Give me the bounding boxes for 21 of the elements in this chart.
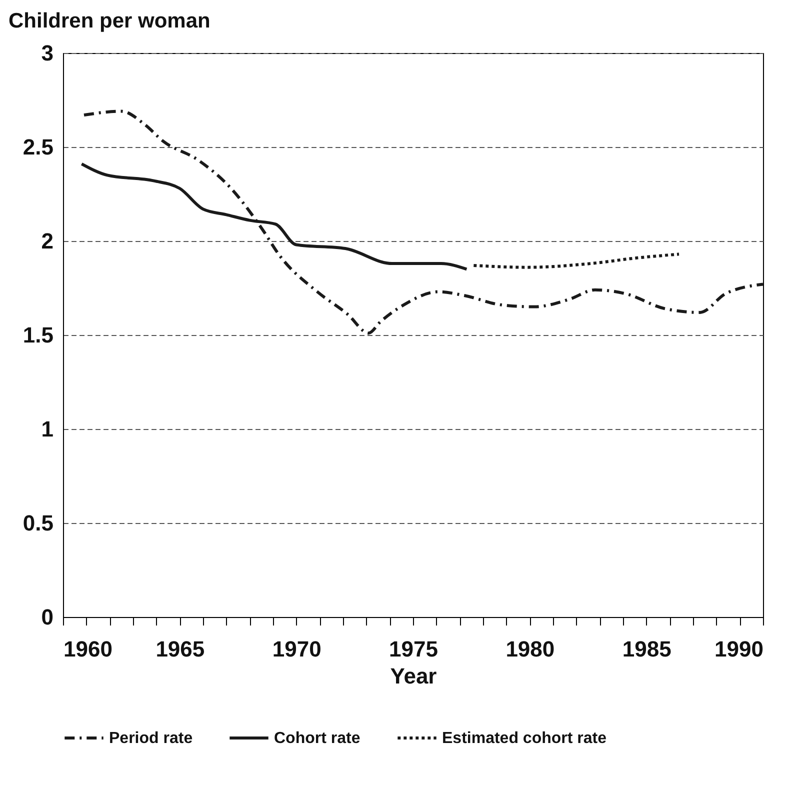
x-tick-label: 1980 [506, 636, 555, 662]
x-tick-label: 1975 [389, 636, 438, 662]
x-tick-label: 1960 [64, 636, 112, 662]
y-tick-label: 0 [41, 604, 54, 630]
x-tick-label: 1965 [156, 636, 205, 662]
y-tick-label: 1 [41, 416, 54, 442]
legend-label: Estimated cohort rate [442, 730, 607, 747]
y-tick-label: 1.5 [22, 322, 54, 348]
x-tick-label: 1990 [714, 636, 764, 662]
x-tick-label: 1970 [272, 636, 322, 662]
x-axis-title: Year [390, 664, 438, 688]
x-tick-label: 1985 [622, 636, 672, 662]
y-axis-title: Children per woman [8, 10, 210, 32]
legend-label: Cohort rate [274, 730, 360, 747]
y-tick-label: 2 [41, 228, 54, 254]
legend-label: Period rate [109, 730, 193, 747]
line-series [82, 110, 764, 335]
y-tick-label: 0.5 [22, 510, 54, 536]
line-series [472, 252, 680, 269]
y-tick-label: 2.5 [22, 134, 54, 160]
y-tick-label: 3 [41, 40, 54, 66]
